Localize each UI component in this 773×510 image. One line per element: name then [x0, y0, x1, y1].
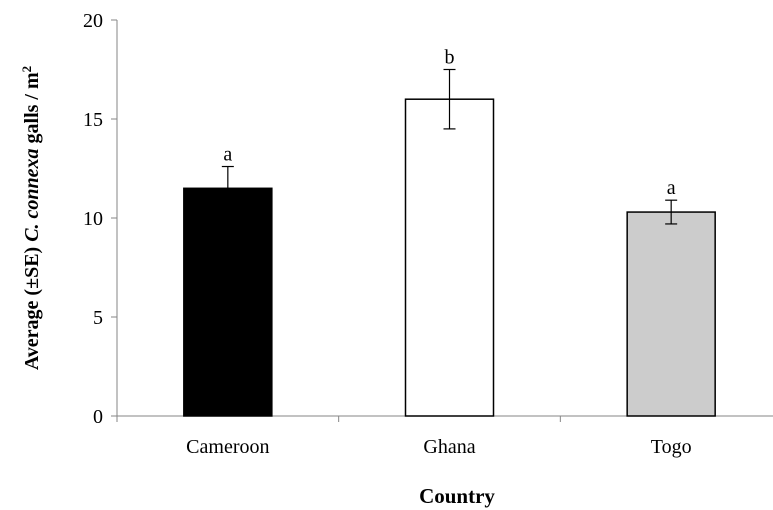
error-bars — [221, 68, 678, 225]
y-tick-label: 5 — [93, 307, 103, 329]
significance-label: a — [223, 144, 232, 166]
x-tick-label: Cameroon — [186, 436, 269, 458]
y-axis-title-superscript: 2 — [19, 66, 34, 73]
y-tick-label: 20 — [83, 10, 103, 32]
error-bar-cameroon — [221, 165, 234, 211]
bar-ghana — [404, 98, 495, 417]
y-tick-label: 15 — [83, 109, 103, 131]
x-ticks: Cameroon Ghana Togo — [116, 416, 692, 458]
error-bar-ghana — [443, 68, 456, 130]
y-axis-title: Average (±SE) C. connexa galls / m2 — [19, 66, 44, 370]
x-tick-label: Togo — [651, 436, 692, 458]
bar-togo — [626, 211, 716, 417]
y-axis-title-prefix: Average (±SE) — [21, 242, 43, 370]
bars — [183, 98, 716, 417]
y-tick-label: 0 — [93, 406, 103, 428]
significance-labels: a b a — [223, 47, 675, 200]
y-axis-title-species: C. connexa — [21, 148, 43, 241]
y-axis-title-suffix: galls / m — [21, 72, 43, 148]
x-tick-label: Ghana — [423, 436, 475, 458]
significance-label: b — [445, 47, 455, 69]
error-bar-togo — [665, 199, 678, 225]
bar-cameroon — [183, 187, 273, 417]
significance-label: a — [667, 177, 676, 199]
y-ticks: 0 5 10 15 20 — [83, 10, 117, 428]
y-tick-label: 10 — [83, 208, 103, 230]
x-axis-title: Country — [419, 484, 495, 508]
